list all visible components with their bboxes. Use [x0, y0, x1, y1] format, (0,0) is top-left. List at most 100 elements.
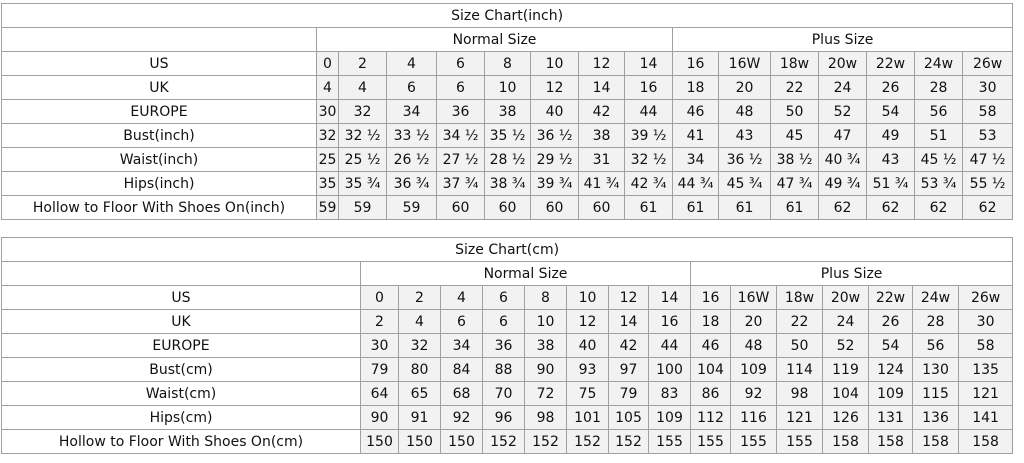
- size-value-cell: 16: [672, 51, 719, 76]
- size-value-cell: 24: [818, 75, 867, 100]
- size-value-cell: 26: [868, 309, 913, 334]
- size-value-cell: 96: [482, 405, 525, 430]
- size-value-cell: 47 ¾: [770, 171, 819, 196]
- size-value-cell: 54: [866, 99, 915, 124]
- row-label: Bust(cm): [1, 357, 361, 382]
- size-value-cell: 80: [398, 357, 441, 382]
- size-value-cell: 35: [316, 171, 339, 196]
- size-value-cell: 50: [776, 333, 823, 358]
- size-value-cell: 49: [866, 123, 915, 148]
- size-value-cell: 32 ½: [338, 123, 387, 148]
- size-value-cell: 6: [436, 75, 485, 100]
- size-value-cell: 60: [484, 195, 531, 220]
- size-value-cell: 4: [440, 285, 483, 310]
- size-value-cell: 2: [360, 309, 399, 334]
- size-value-cell: 116: [730, 405, 777, 430]
- size-value-cell: 131: [868, 405, 913, 430]
- row-label: EUROPE: [1, 333, 361, 358]
- table-row: Hips(inch) 35 35 ¾ 36 ¾ 37 ¾ 38 ¾ 39 ¾ 41 ¾ 42 ¾…: [1, 171, 1014, 196]
- size-value-cell: 42 ¾: [624, 171, 673, 196]
- size-value-cell: 62: [866, 195, 915, 220]
- size-value-cell: 46: [672, 99, 719, 124]
- size-value-cell: 12: [530, 75, 579, 100]
- blank-header-cell: [1, 261, 361, 286]
- size-value-cell: 38: [578, 123, 625, 148]
- size-value-cell: 4: [398, 309, 441, 334]
- size-value-cell: 104: [690, 357, 731, 382]
- size-value-cell: 59: [386, 195, 437, 220]
- table-row: US 0 2 4 6 8 10 12 14 16 16W 18w 20w 22w 24w 26w: [1, 285, 1014, 310]
- size-value-cell: 10: [524, 309, 567, 334]
- size-value-cell: 61: [718, 195, 771, 220]
- size-value-cell: 51 ¾: [866, 171, 915, 196]
- size-value-cell: 109: [648, 405, 691, 430]
- size-value-cell: 18: [690, 309, 731, 334]
- size-value-cell: 50: [770, 99, 819, 124]
- size-value-cell: 119: [822, 357, 869, 382]
- row-label: US: [1, 51, 317, 76]
- table-row: EUROPE 30 32 34 36 38 40 42 44 46 48 50 52 54 56 58: [1, 333, 1014, 358]
- size-value-cell: 75: [566, 381, 609, 406]
- size-value-cell: 150: [360, 429, 399, 454]
- size-value-cell: 155: [776, 429, 823, 454]
- size-value-cell: 72: [524, 381, 567, 406]
- size-value-cell: 41 ¾: [578, 171, 625, 196]
- size-value-cell: 42: [608, 333, 649, 358]
- size-value-cell: 16: [624, 75, 673, 100]
- size-value-cell: 39 ½: [624, 123, 673, 148]
- size-value-cell: 30: [360, 333, 399, 358]
- size-value-cell: 104: [822, 381, 869, 406]
- size-value-cell: 38 ¾: [484, 171, 531, 196]
- table-row: Waist(cm) 64 65 68 70 72 75 79 83 86 92 98 104 109 115…: [1, 381, 1014, 406]
- table-row: US 0 2 4 6 8 10 12 14 16 16W 18w 20w 22w 24w 26w: [1, 51, 1014, 76]
- size-value-cell: 52: [822, 333, 869, 358]
- size-value-cell: 79: [360, 357, 399, 382]
- row-label: Bust(inch): [1, 123, 317, 148]
- row-label: EUROPE: [1, 99, 317, 124]
- row-label: US: [1, 285, 361, 310]
- size-value-cell: 34: [440, 333, 483, 358]
- size-value-cell: 14: [578, 75, 625, 100]
- size-value-cell: 45 ¾: [718, 171, 771, 196]
- size-value-cell: 56: [914, 99, 963, 124]
- size-value-cell: 38 ½: [770, 147, 819, 172]
- size-value-cell: 158: [822, 429, 869, 454]
- size-value-cell: 12: [578, 51, 625, 76]
- group-header: Normal Size: [316, 27, 673, 52]
- size-value-cell: 29 ½: [530, 147, 579, 172]
- table-title: Size Chart(inch): [0, 3, 1014, 28]
- row-label: Hollow to Floor With Shoes On(inch): [1, 195, 317, 220]
- size-value-cell: 28: [914, 75, 963, 100]
- size-value-cell: 38: [524, 333, 567, 358]
- size-value-cell: 24: [822, 309, 869, 334]
- size-value-cell: 136: [912, 405, 959, 430]
- size-value-cell: 40: [566, 333, 609, 358]
- size-value-cell: 6: [482, 309, 525, 334]
- size-value-cell: 25: [316, 147, 339, 172]
- size-value-cell: 6: [436, 51, 485, 76]
- size-value-cell: 112: [690, 405, 731, 430]
- size-value-cell: 47: [818, 123, 867, 148]
- size-value-cell: 44: [624, 99, 673, 124]
- size-value-cell: 35 ¾: [338, 171, 387, 196]
- size-value-cell: 60: [436, 195, 485, 220]
- size-value-cell: 53 ¾: [914, 171, 963, 196]
- size-value-cell: 84: [440, 357, 483, 382]
- size-value-cell: 58: [957, 333, 1014, 358]
- size-value-cell: 28 ½: [484, 147, 531, 172]
- size-value-cell: 26: [866, 75, 915, 100]
- size-value-cell: 24w: [914, 51, 963, 76]
- size-value-cell: 60: [530, 195, 579, 220]
- size-chart-inch-table: Size Chart(inch) Normal Size Plus Size US 0 2…: [0, 3, 1014, 220]
- size-value-cell: 126: [822, 405, 869, 430]
- size-value-cell: 18: [672, 75, 719, 100]
- size-value-cell: 32: [316, 123, 339, 148]
- size-value-cell: 70: [482, 381, 525, 406]
- size-value-cell: 33 ½: [386, 123, 437, 148]
- size-value-cell: 20: [718, 75, 771, 100]
- size-value-cell: 6: [440, 309, 483, 334]
- size-value-cell: 10: [484, 75, 531, 100]
- size-value-cell: 26 ½: [386, 147, 437, 172]
- size-value-cell: 47 ½: [961, 147, 1014, 172]
